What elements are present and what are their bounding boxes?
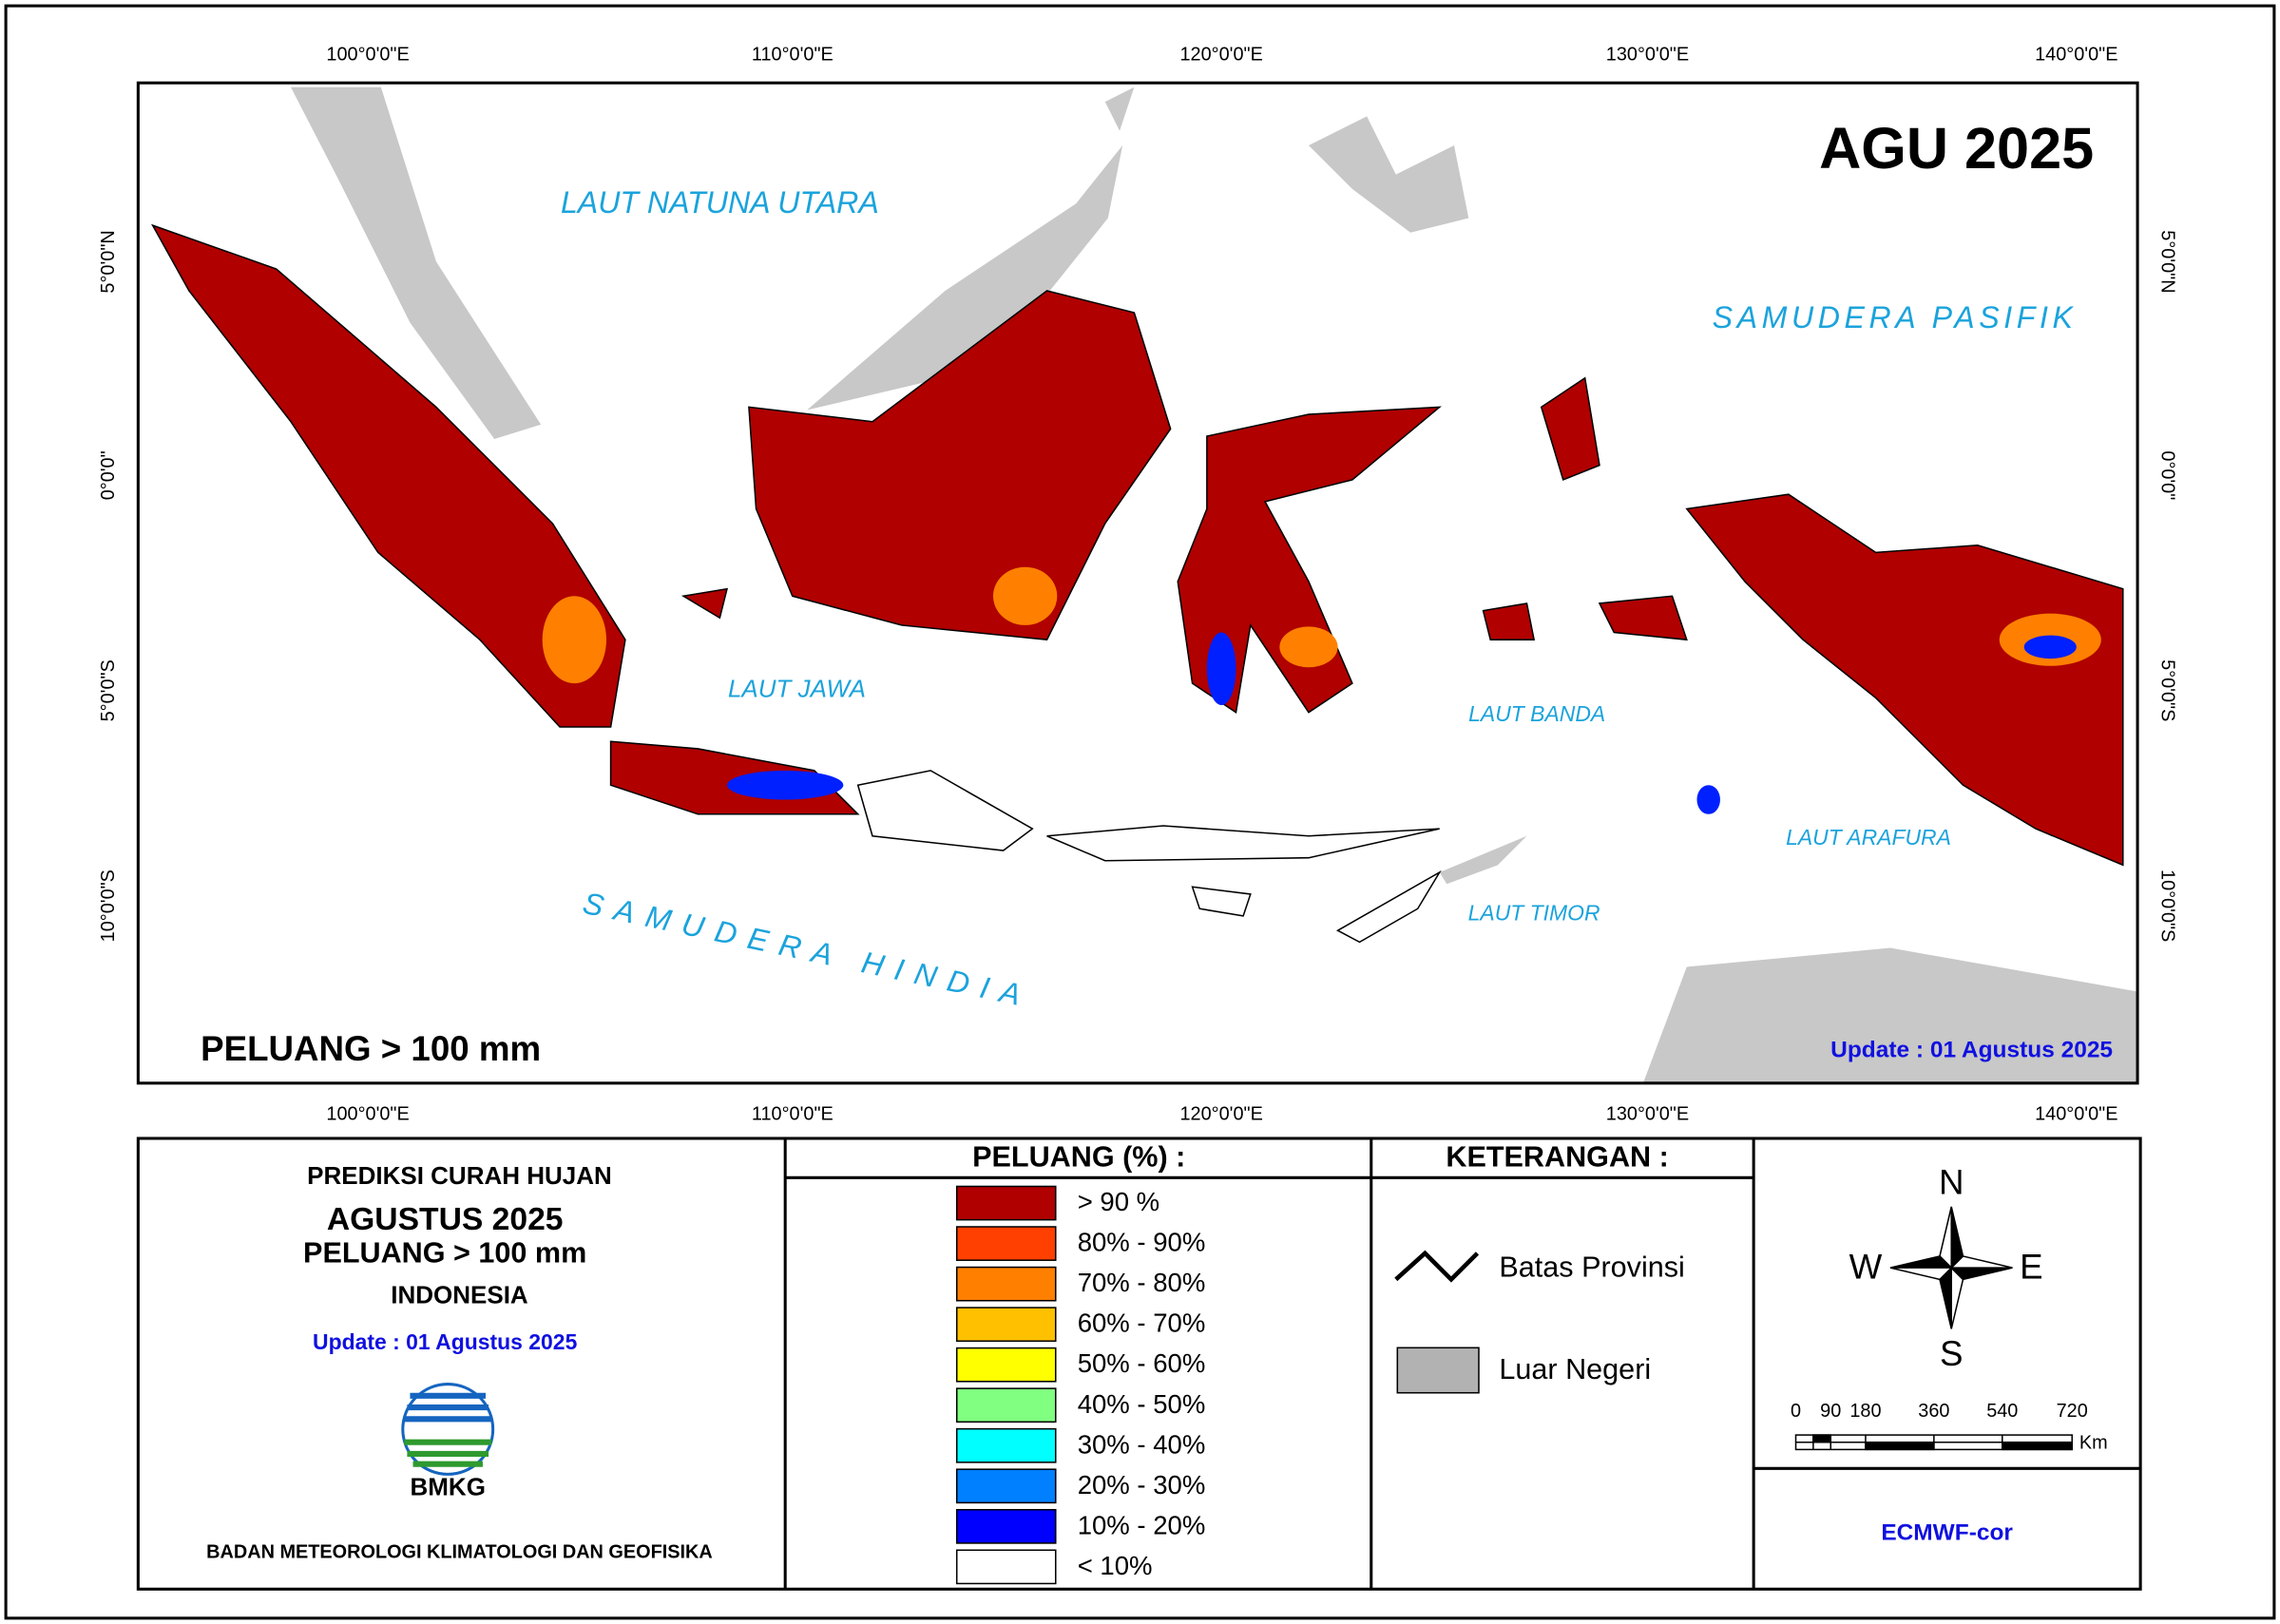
sea-label: LAUT ARAFURA <box>1786 825 1951 850</box>
legend-label: 70% - 80% <box>1078 1268 1206 1297</box>
sea-label: LAUT NATUNA UTARA <box>561 185 879 220</box>
map-subtitle: PELUANG > 100 mm <box>201 1029 541 1068</box>
legend-label: 40% - 50% <box>1078 1389 1206 1419</box>
foreign-land <box>290 86 2138 1083</box>
legend-swatch <box>955 1347 1057 1383</box>
sea-label: LAUT JAWA <box>728 675 866 703</box>
compass-e: E <box>2020 1247 2042 1286</box>
lon-label: 140°0'0"E <box>2035 1104 2117 1125</box>
logo-text: BMKG <box>411 1473 486 1501</box>
legend-label: > 90 % <box>1078 1187 1159 1216</box>
lon-label: 110°0'0"E <box>752 1104 833 1125</box>
info-panel <box>136 1137 2142 1591</box>
legend-label: 80% - 90% <box>1078 1228 1206 1257</box>
info-heading: PREDIKSI CURAH HUJAN <box>307 1161 612 1190</box>
map-frame <box>136 81 2139 1085</box>
indonesia-land <box>150 223 2124 867</box>
scale-label: 720 <box>2057 1401 2088 1422</box>
lon-label: 130°0'0"E <box>1606 44 1689 65</box>
lat-label: 10°0'0"S <box>2156 869 2177 942</box>
lat-label: 0°0'0" <box>98 450 119 500</box>
info-threshold: PELUANG > 100 mm <box>303 1236 586 1269</box>
legend-swatch <box>955 1468 1057 1504</box>
sea-label: SAMUDERA PASIFIK <box>1713 300 2078 334</box>
low-land <box>856 770 1442 944</box>
scale-label: 540 <box>1986 1401 2018 1422</box>
info-update: Update : 01 Agustus 2025 <box>313 1329 578 1354</box>
sea-label: LAUT BANDA <box>1468 701 1605 726</box>
model-name: ECMWF-cor <box>1881 1520 2013 1546</box>
scale-label: 90 <box>1820 1401 1841 1422</box>
legend-swatch <box>955 1387 1057 1423</box>
lat-label: 5°0'0"S <box>2156 659 2177 721</box>
lon-label: 100°0'0"E <box>326 1104 409 1125</box>
compass-w: W <box>1849 1247 1883 1286</box>
map-title: AGU 2025 <box>1819 116 2094 181</box>
lon-label: 110°0'0"E <box>752 44 833 65</box>
compass-rose <box>1889 1206 2013 1329</box>
scale-label: 180 <box>1849 1401 1881 1422</box>
lon-label: 140°0'0"E <box>2035 44 2117 65</box>
foreign-symbol <box>1396 1347 1480 1394</box>
border-symbol <box>1394 1250 1480 1283</box>
compass-n: N <box>1939 1163 1964 1202</box>
legend-label: < 10% <box>1078 1551 1153 1580</box>
keterangan-item: Batas Provinsi <box>1499 1251 1684 1284</box>
legend-swatch <box>955 1266 1057 1302</box>
info-region: INDONESIA <box>391 1281 528 1309</box>
lat-label: 0°0'0" <box>2156 450 2177 500</box>
lat-label: 5°0'0"S <box>98 659 119 721</box>
legend-swatch <box>955 1226 1057 1261</box>
info-agency: BADAN METEOROLOGI KLIMATOLOGI DAN GEOFIS… <box>206 1541 713 1562</box>
scale-bar <box>1794 1434 2073 1451</box>
legend-swatch <box>955 1185 1057 1221</box>
scale-label: 360 <box>1918 1401 1949 1422</box>
lon-label: 120°0'0"E <box>1180 44 1263 65</box>
sea-label: LAUT TIMOR <box>1468 900 1600 925</box>
lon-label: 130°0'0"E <box>1606 1104 1689 1125</box>
scale-label: 0 <box>1791 1401 1801 1422</box>
keterangan-item: Luar Negeri <box>1499 1353 1651 1385</box>
scale-unit: Km <box>2079 1433 2108 1454</box>
legend-swatch <box>955 1549 1057 1585</box>
compass-s: S <box>1940 1334 1963 1373</box>
legend-label: 60% - 70% <box>1078 1309 1206 1338</box>
lat-label: 10°0'0"S <box>98 869 119 942</box>
legend-label: 10% - 20% <box>1078 1510 1206 1539</box>
hotspots <box>542 566 2101 684</box>
legend-label: 50% - 60% <box>1078 1348 1206 1378</box>
legend-label: 30% - 40% <box>1078 1429 1206 1459</box>
low-spots <box>726 632 2077 814</box>
legend-swatch <box>955 1307 1057 1343</box>
legend-title: PELUANG (%) : <box>972 1140 1185 1173</box>
info-month: AGUSTUS 2025 <box>327 1202 564 1237</box>
legend-swatch <box>955 1508 1057 1544</box>
legend-swatch <box>955 1427 1057 1463</box>
lon-label: 100°0'0"E <box>326 44 409 65</box>
lat-label: 5°0'0"N <box>98 230 119 293</box>
bmkg-logo <box>401 1383 495 1476</box>
map: AGU 2025 PELUANG > 100 mm Update : 01 Ag… <box>136 81 2139 1085</box>
keterangan-title: KETERANGAN : <box>1446 1140 1668 1173</box>
map-update: Update : 01 Agustus 2025 <box>1830 1038 2113 1063</box>
lon-label: 120°0'0"E <box>1180 1104 1263 1125</box>
lat-label: 5°0'0"N <box>2156 230 2177 293</box>
legend-label: 20% - 30% <box>1078 1470 1206 1500</box>
